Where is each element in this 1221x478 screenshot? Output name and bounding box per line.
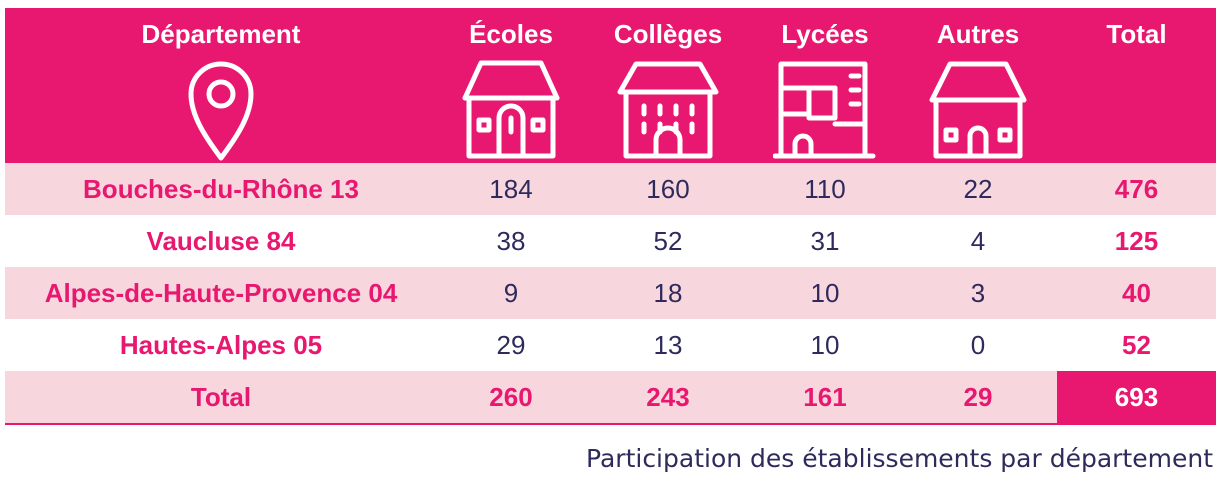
total-ecoles: 260 (489, 382, 533, 412)
table-row: Vaucluse 84 38 52 31 4 125 (5, 215, 1216, 267)
table-caption: Participation des établissements par dép… (586, 444, 1213, 473)
grand-total: 693 (1057, 371, 1216, 423)
value-colleges: 52 (653, 226, 683, 256)
value-lycees: 110 (804, 174, 846, 204)
value-lycees: 31 (810, 226, 840, 256)
lycee-building-icon (773, 61, 876, 159)
table-row: Alpes-de-Haute-Provence 04 9 18 10 3 40 (5, 267, 1216, 319)
value-autres: 22 (963, 174, 993, 204)
college-building-icon (617, 61, 719, 159)
value-lycees: 10 (810, 278, 840, 308)
total-lycees: 161 (803, 382, 847, 412)
header-label: Département (141, 19, 301, 49)
header-autres: Autres (899, 8, 1057, 163)
table-header: Département Écoles Collèges (5, 8, 1216, 163)
table-row: Bouches-du-Rhône 13 184 160 110 22 476 (5, 163, 1216, 215)
value-autres: 4 (970, 226, 986, 256)
value-ecoles: 184 (489, 174, 533, 204)
value-ecoles: 38 (496, 226, 526, 256)
header-label: Total (1106, 19, 1167, 49)
row-label: Hautes-Alpes 05 (119, 330, 323, 360)
total-row: Total 260 243 161 29 693 (5, 371, 1216, 423)
value-colleges: 18 (653, 278, 683, 308)
table-bottom-divider (5, 423, 1216, 425)
header-total: Total (1057, 8, 1216, 163)
row-label: Alpes-de-Haute-Provence 04 (44, 278, 398, 308)
header-departement: Département (5, 8, 437, 163)
value-total: 476 (1114, 174, 1159, 204)
value-autres: 3 (970, 278, 986, 308)
total-row-label: Total (190, 382, 252, 412)
header-label: Écoles (469, 19, 553, 49)
row-label: Bouches-du-Rhône 13 (83, 174, 359, 204)
header-label: Autres (936, 19, 1020, 49)
value-autres: 0 (970, 330, 986, 360)
map-pin-icon (188, 61, 254, 161)
row-label: Vaucluse 84 (146, 226, 296, 256)
header-lycees: Lycées (751, 8, 899, 163)
total-colleges: 243 (646, 382, 690, 412)
value-ecoles: 9 (503, 278, 519, 308)
header-label: Collèges (613, 19, 723, 49)
value-ecoles: 29 (496, 330, 526, 360)
school-building-icon (462, 60, 560, 159)
value-total: 52 (1122, 330, 1151, 360)
value-colleges: 13 (653, 330, 683, 360)
value-colleges: 160 (646, 174, 690, 204)
house-icon (929, 61, 1027, 159)
header-ecoles: Écoles (437, 8, 585, 163)
value-total: 125 (1114, 226, 1159, 256)
value-lycees: 10 (810, 330, 840, 360)
header-label: Lycées (781, 19, 869, 49)
value-total: 40 (1122, 278, 1151, 308)
total-autres: 29 (963, 382, 993, 412)
header-colleges: Collèges (585, 8, 751, 163)
table-row: Hautes-Alpes 05 29 13 10 0 52 (5, 319, 1216, 371)
